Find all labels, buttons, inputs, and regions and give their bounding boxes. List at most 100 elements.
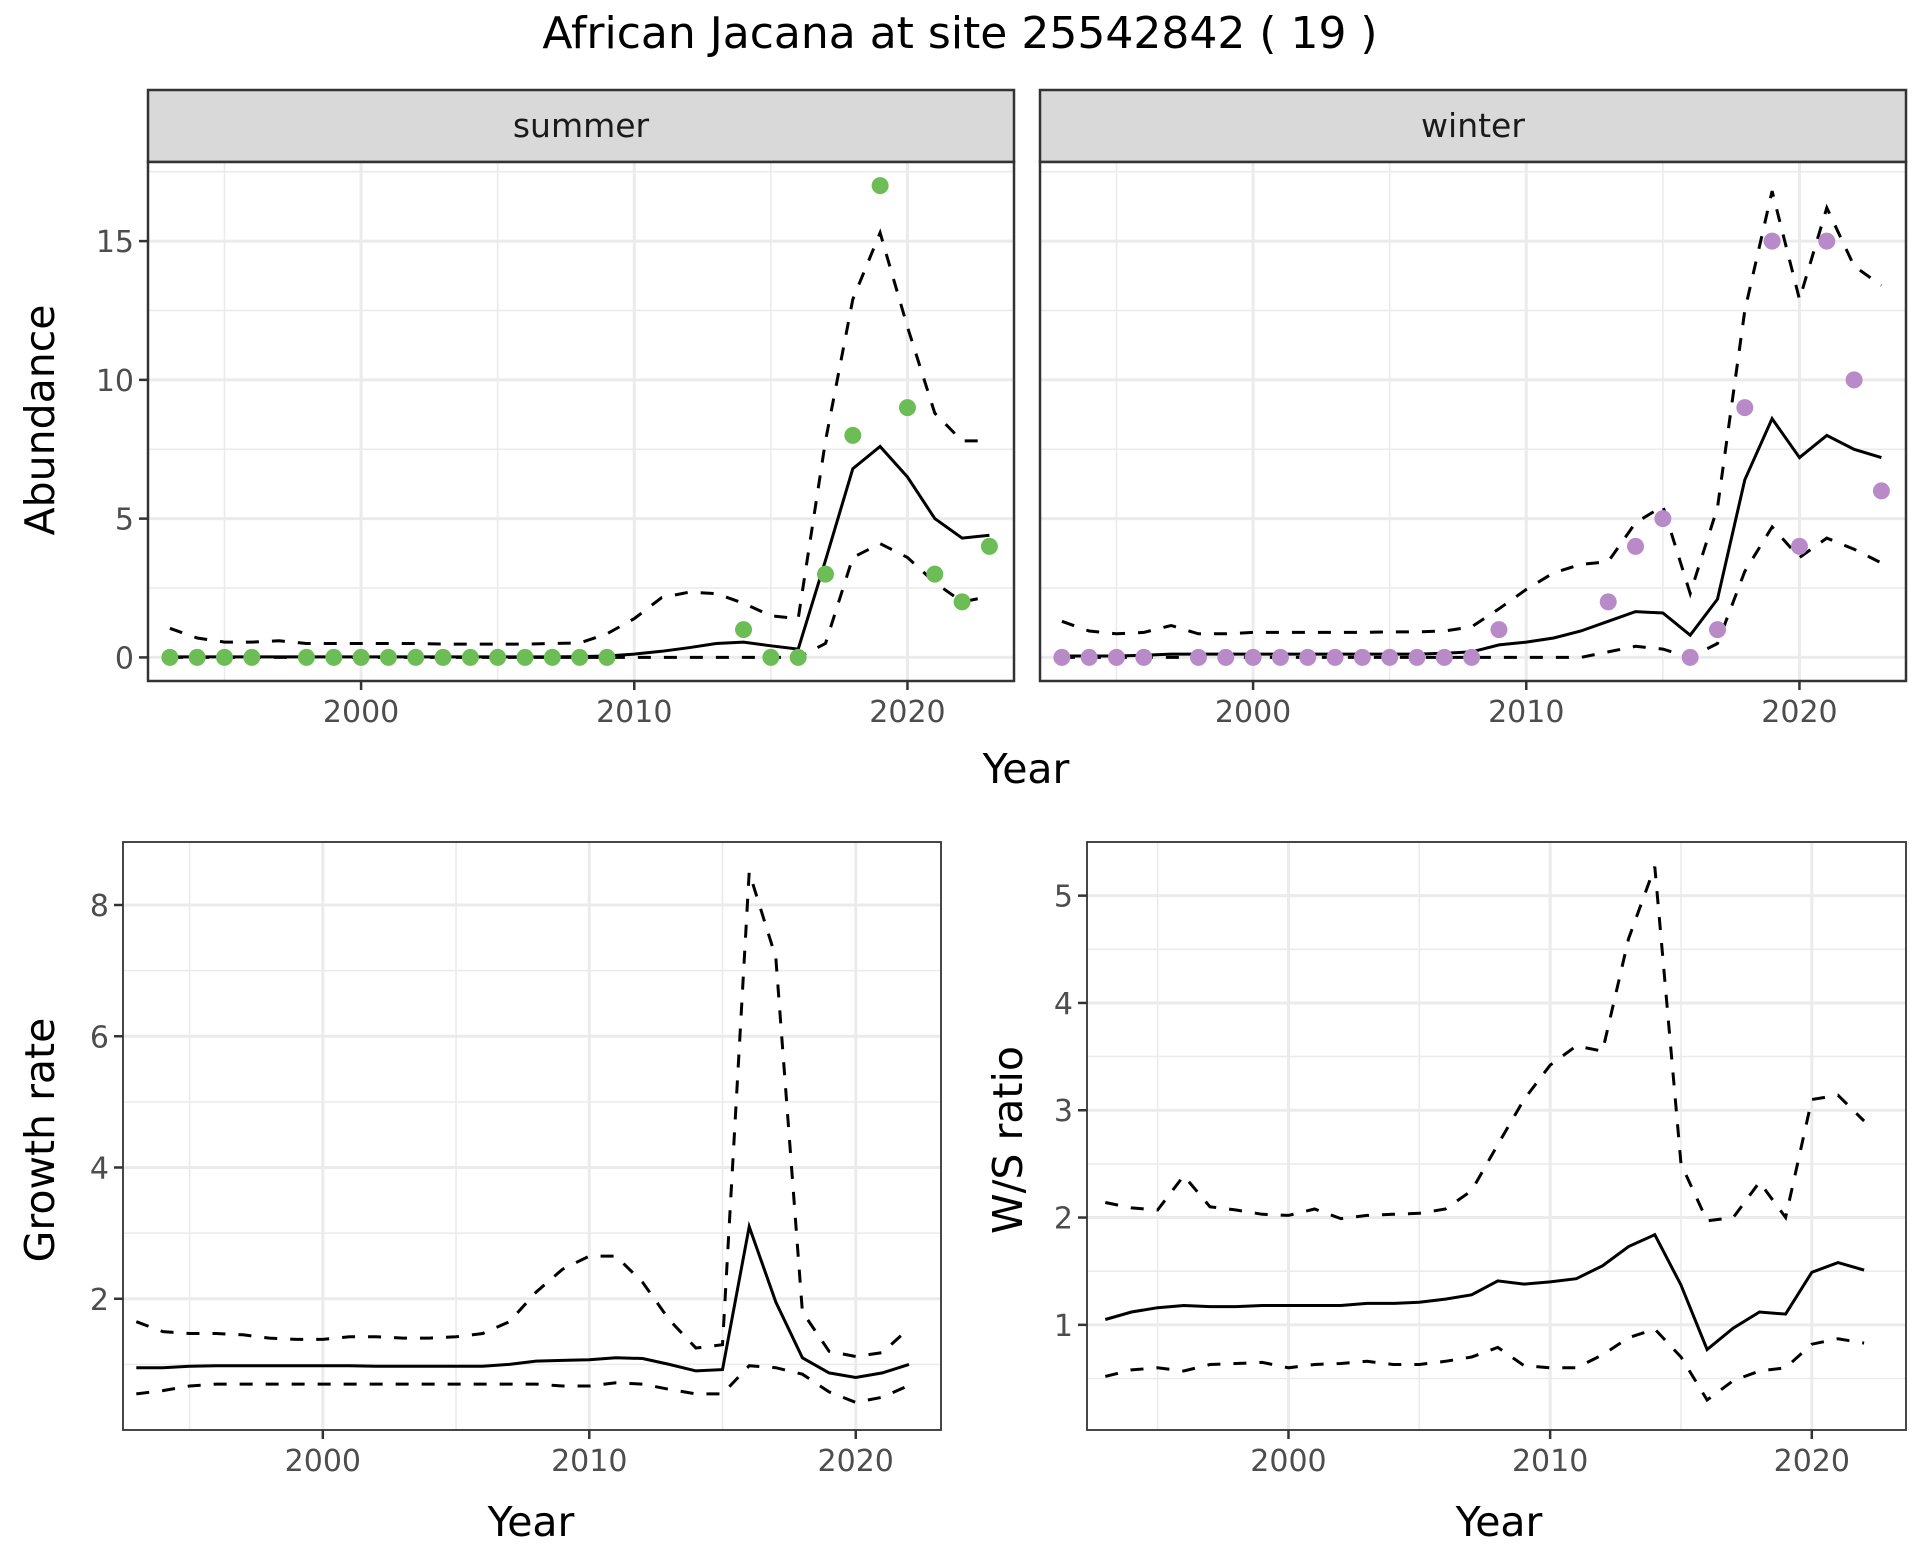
data-point: [1053, 648, 1071, 666]
x-tick-label: 2000: [1215, 695, 1291, 730]
plot-background: [148, 162, 1014, 681]
y-tick-label: 4: [90, 1152, 109, 1187]
data-point: [844, 426, 862, 444]
lower-bound-line: [136, 1364, 910, 1404]
y-tick-label: 2: [1054, 1202, 1073, 1237]
x-tick-label: 2020: [1761, 695, 1837, 730]
data-point: [1244, 648, 1262, 666]
y-tick-label: 8: [90, 889, 109, 924]
panel-border: [1038, 160, 1908, 683]
figure-title: African Jacana at site 25542842 ( 19 ): [542, 8, 1377, 59]
y-tick-label: 0: [115, 641, 134, 676]
summer-plot-area: 2000 2010 2020 0 5 10 15: [96, 160, 1016, 730]
data-point: [735, 621, 753, 639]
data-point: [1299, 648, 1317, 666]
x-tick-label: 2010: [1512, 1444, 1588, 1479]
plot-background: [1040, 162, 1906, 681]
x-tick-label: 2010: [596, 695, 672, 730]
data-point: [598, 648, 616, 666]
data-point: [1599, 593, 1617, 611]
data-point: [1381, 648, 1399, 666]
strip-winter: [1038, 88, 1908, 164]
ws-x-axis-title: Year: [1455, 1498, 1543, 1546]
panel-border: [122, 841, 942, 1431]
data-point: [1490, 621, 1508, 639]
abundance-winter-panel: winter 2000 2010 2020: [1038, 88, 1908, 730]
x-tick-label: 2010: [1488, 695, 1564, 730]
strip-summer-label: summer: [513, 106, 650, 145]
data-point: [817, 565, 835, 583]
data-point: [1872, 482, 1890, 500]
data-point: [1627, 537, 1645, 555]
data-point: [161, 648, 179, 666]
data-point: [1736, 399, 1754, 417]
data-point: [352, 648, 370, 666]
data-point: [571, 648, 589, 666]
data-point: [762, 648, 780, 666]
y-tick-label: 10: [96, 364, 134, 399]
y-tick-label: 5: [115, 503, 134, 538]
upper-bound-line: [169, 228, 990, 646]
x-tick-label: 2020: [1774, 1444, 1850, 1479]
data-point: [1818, 232, 1836, 250]
data-point: [1763, 232, 1781, 250]
y-tick-label: 5: [1054, 880, 1073, 915]
data-point: [1435, 648, 1453, 666]
growth-rate-panel: 2000 2010 2020 2 4 6 8: [90, 841, 942, 1479]
winter-plot-area: 2000 2010 2020: [1038, 160, 1908, 730]
plot-background: [1087, 842, 1906, 1430]
data-point: [243, 648, 261, 666]
x-tick-label: 2000: [1250, 1444, 1326, 1479]
data-point: [1217, 648, 1235, 666]
data-point: [489, 648, 507, 666]
data-point: [325, 648, 343, 666]
strip-winter-label: winter: [1421, 106, 1525, 145]
data-point: [188, 648, 206, 666]
data-point: [1408, 648, 1426, 666]
data-point: [1135, 648, 1153, 666]
data-point: [926, 565, 944, 583]
growth-x-axis-title: Year: [487, 1498, 575, 1546]
mean-line: [136, 1220, 910, 1380]
x-tick-label: 2000: [285, 1444, 361, 1479]
data-point: [953, 593, 971, 611]
mean-line: [1104, 1232, 1865, 1352]
data-point: [1681, 648, 1699, 666]
data-point: [215, 648, 233, 666]
data-point: [407, 648, 425, 666]
data-point: [461, 648, 479, 666]
data-point: [1463, 648, 1481, 666]
upper-bound-line: [1104, 866, 1866, 1223]
growth-y-axis-title: Growth rate: [16, 1018, 64, 1263]
data-point: [789, 648, 807, 666]
data-point: [1654, 510, 1672, 528]
abundance-summer-panel: summer 2000 2010 2020 0 5 10 15: [96, 88, 1016, 730]
panel-border: [1086, 841, 1907, 1431]
data-point: [1189, 648, 1207, 666]
plot-background: [123, 842, 941, 1430]
data-point: [898, 399, 916, 417]
y-tick-label: 1: [1054, 1309, 1073, 1344]
data-point: [1271, 648, 1289, 666]
y-tick-label: 2: [90, 1283, 109, 1318]
x-tick-label: 2010: [551, 1444, 627, 1479]
strip-summer: [146, 88, 1016, 164]
data-point: [1709, 621, 1727, 639]
x-tick-label: 2020: [869, 695, 945, 730]
data-point: [1107, 648, 1125, 666]
data-point: [1080, 648, 1098, 666]
data-point: [543, 648, 561, 666]
data-point: [516, 648, 534, 666]
ws-y-axis-title: W/S ratio: [984, 1046, 1032, 1234]
data-point: [434, 648, 452, 666]
panel-border: [146, 160, 1016, 683]
data-point: [980, 537, 998, 555]
abundance-x-axis-title: Year: [982, 745, 1070, 793]
data-point: [379, 648, 397, 666]
x-tick-label: 2000: [323, 695, 399, 730]
y-tick-label: 15: [96, 225, 134, 260]
data-point: [1845, 371, 1863, 389]
y-tick-label: 3: [1054, 1094, 1073, 1129]
data-point: [297, 648, 315, 666]
